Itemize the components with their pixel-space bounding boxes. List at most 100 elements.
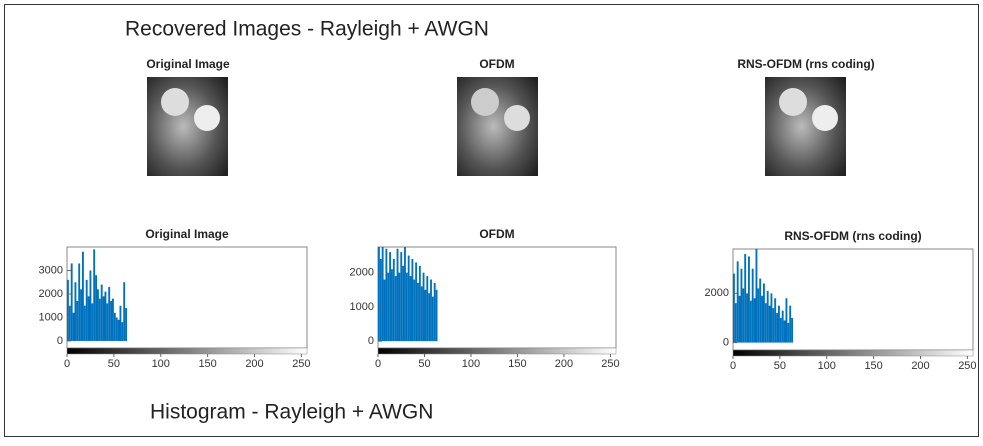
x-tick-label: 0 [375,358,381,370]
x-tick-label: 200 [555,358,573,370]
y-tick-label: 3000 [39,264,63,276]
x-tick-label: 150 [864,360,882,372]
x-tick-label: 100 [462,358,480,370]
bar [68,305,71,341]
bar [387,272,390,342]
y-tick-label: 0 [368,335,374,347]
bar [396,248,399,342]
y-tick-label: 2000 [350,267,374,279]
y-tick-label: 0 [723,337,729,349]
gray-scale-bar [66,347,308,355]
bar [748,256,750,343]
x-tick-label: 0 [64,358,70,370]
bar [400,252,403,342]
bar [125,308,127,341]
bar [389,252,392,342]
image-panel: OFDM [457,57,538,176]
x-tick-label: 250 [958,360,976,372]
bar [761,295,763,343]
bar [733,273,735,343]
image-title: OFDM [479,57,514,71]
x-tick-label: 50 [108,358,120,370]
bar [764,303,767,343]
bar [93,249,96,341]
chart-title: OFDM [479,227,514,241]
bar [772,308,775,343]
y-tick-label: 1000 [350,301,374,313]
x-tick-label: 150 [198,358,216,370]
y-tick-label: 0 [57,335,63,347]
bar [791,317,793,343]
y-tick-label: 1000 [39,311,63,323]
bar [83,305,86,341]
bar [97,289,99,341]
bar [779,317,782,343]
bar [418,265,421,342]
bar [426,276,429,342]
x-tick-label: 50 [774,360,786,372]
bar [749,300,752,343]
bar [121,322,124,341]
bar [424,289,427,342]
bar [415,262,418,342]
bar [74,282,77,341]
bar [392,258,395,342]
bar [785,298,788,343]
bar [753,298,756,343]
bar [117,319,120,341]
image [504,105,530,131]
chart-title: RNS-OFDM (rns coding) [784,229,921,243]
bar [82,251,84,341]
image [812,105,838,131]
bar [744,253,747,343]
bar [417,282,419,342]
bar [379,258,382,342]
figure-caption: Histogram - Rayleigh + AWGN [150,401,433,424]
bar [430,279,432,342]
bar [98,298,101,341]
bar [110,301,112,341]
bar [385,248,388,342]
bar [113,312,116,341]
bar [391,269,393,342]
bar [759,278,762,343]
bar [742,288,745,343]
bar [789,305,792,343]
bar [411,258,414,342]
bar [435,289,438,342]
x-tick-label: 250 [601,358,619,370]
bar [91,303,94,341]
bar [776,313,778,343]
bar [95,275,97,341]
bar [394,276,397,342]
bar [70,263,73,341]
bar [770,293,773,343]
image-title: Original Image [146,57,230,71]
bar [781,310,784,343]
image-panel: Original Image [146,57,230,176]
bar [85,279,88,341]
bar [119,305,122,341]
image-title: RNS-OFDM (rns coding) [737,57,874,71]
image [779,88,807,116]
chart-title: Original Image [145,227,229,241]
bar [738,295,741,343]
x-tick-label: 200 [911,360,929,372]
bar [433,282,436,342]
bar [757,288,760,343]
bar [736,261,739,343]
bar [108,286,111,341]
bar [746,293,748,343]
bar [404,247,406,342]
bar [383,279,386,342]
bar [378,247,380,342]
bar [763,283,765,343]
bar [428,293,431,342]
bar [398,272,401,342]
bar [87,296,90,341]
figure-title: Recovered Images - Rayleigh + AWGN [125,18,489,41]
bar [422,272,425,342]
x-tick-label: 100 [152,358,170,370]
x-tick-label: 100 [818,360,836,372]
bar [123,282,126,341]
